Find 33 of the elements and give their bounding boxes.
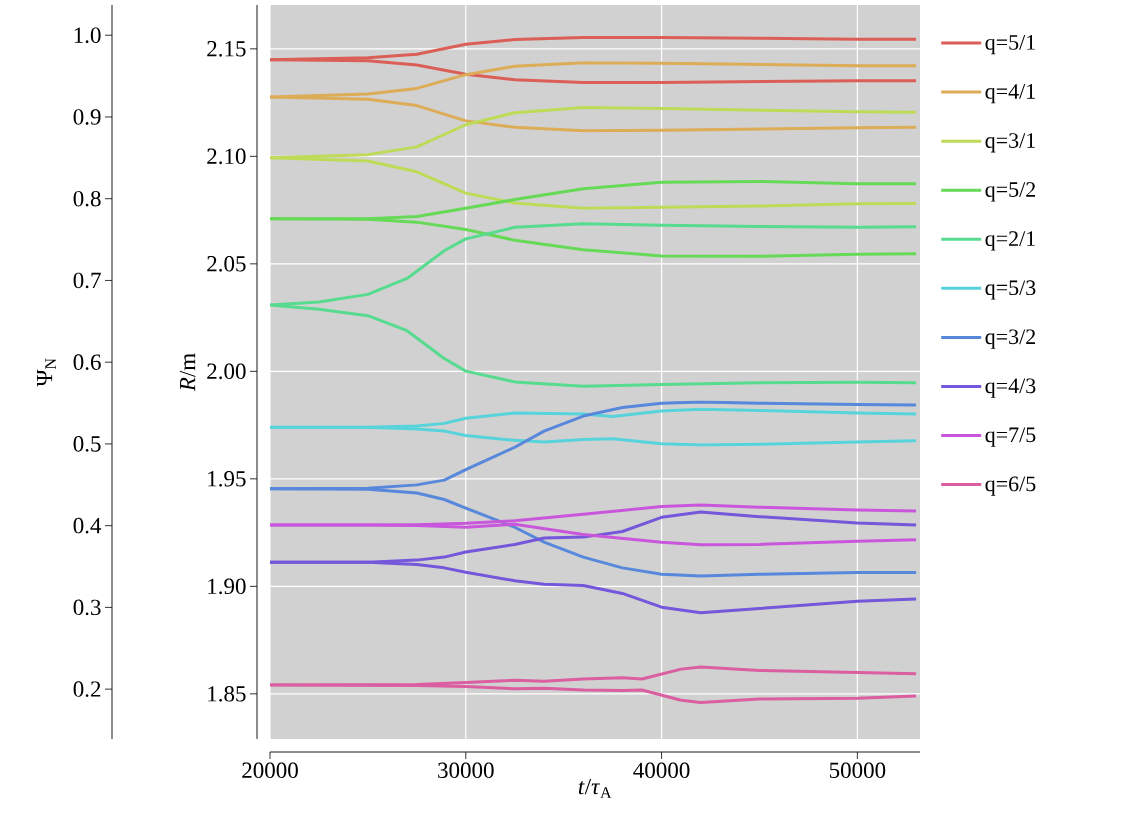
legend-label: q=4/3 <box>985 378 1036 398</box>
y2-tick-label: 0.8 <box>73 190 101 207</box>
legend-label: q=2/1 <box>985 231 1035 251</box>
legend-label: q=7/5 <box>985 427 1036 447</box>
y-axis-title: R/m <box>179 353 196 392</box>
legend-label: q=3/2 <box>985 329 1036 349</box>
y2-tick-label: 0.3 <box>73 599 101 616</box>
y2-tick-label: 0.5 <box>73 436 101 452</box>
x-tick-label: 30000 <box>438 762 494 779</box>
y2-tick-label: 0.4 <box>73 517 102 534</box>
x-axis-title: t/τ$_{A}$ <box>578 778 612 798</box>
legend-label: q=6/5 <box>985 476 1036 496</box>
y-tick-label: 2.10 <box>207 148 246 165</box>
y-tick-label: 1.90 <box>208 578 246 595</box>
y-tick-label: 2.00 <box>207 363 246 380</box>
x-tick-label: 20000 <box>242 762 298 779</box>
y2-tick-label: 0.2 <box>73 681 101 697</box>
x-tick-label: 50000 <box>829 762 886 779</box>
y-tick-label: 2.05 <box>207 256 246 272</box>
legend-label: q=5/3 <box>985 280 1036 300</box>
y-tick-label: 1.95 <box>208 471 246 487</box>
legend-label: q=5/1 <box>985 35 1035 55</box>
legend-label: q=3/1 <box>985 133 1035 153</box>
legend-label: q=5/2 <box>985 182 1036 202</box>
y2-tick-label: 0.6 <box>73 354 101 370</box>
x-tick-label: 40000 <box>633 762 690 779</box>
y-tick-label: 1.85 <box>208 686 246 702</box>
y2-tick-label: 1.0 <box>74 27 101 44</box>
legend-label: q=4/1 <box>985 84 1035 104</box>
y2-axis-title: Ψ$_{N}$ <box>37 358 56 387</box>
y2-tick-label: 0.9 <box>73 109 101 125</box>
y-tick-label: 2.15 <box>207 41 246 57</box>
y2-tick-label: 0.7 <box>73 272 101 289</box>
